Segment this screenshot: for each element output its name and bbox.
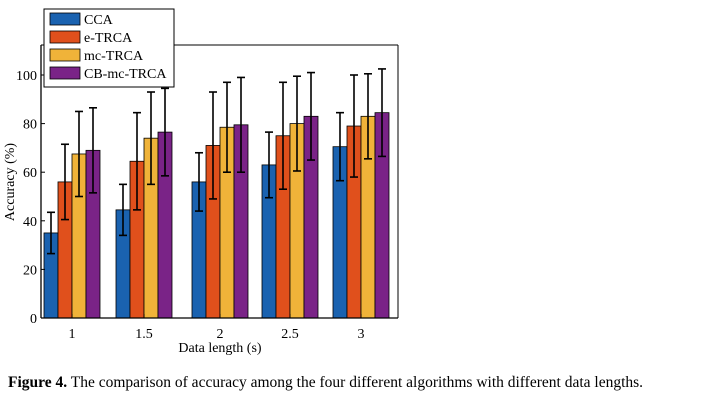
error-bar-cb-mc-trca-3 <box>378 68 386 158</box>
y-tick-label-0: 0 <box>30 312 37 327</box>
legend-label-mc-trca: mc-TRCA <box>84 49 144 64</box>
x-tick-label-2.5: 2.5 <box>281 327 299 342</box>
error-bar-cb-mc-trca-1 <box>89 107 97 194</box>
y-axis-label: Accuracy (%) <box>3 143 18 221</box>
y-tick-label-60: 60 <box>23 166 37 181</box>
legend-label-cb-mc-trca: CB-mc-TRCA <box>84 67 167 82</box>
error-bar-e-trca-1.5 <box>133 111 141 211</box>
y-tick-label-100: 100 <box>16 69 37 84</box>
error-bar-e-trca-2 <box>209 91 217 200</box>
y-tick-label-20: 20 <box>23 263 37 278</box>
legend-label-cca: CCA <box>84 13 114 28</box>
error-bar-cca-1.5 <box>119 183 127 237</box>
error-bars-layer <box>47 68 386 255</box>
x-tick-label-1: 1 <box>69 327 76 342</box>
x-tick-label-2: 2 <box>217 327 224 342</box>
x-tick-label-3: 3 <box>358 327 365 342</box>
legend-label-e-trca: e-TRCA <box>84 31 133 46</box>
caption-text: The comparison of accuracy among the fou… <box>70 374 644 391</box>
y-tick-label-40: 40 <box>23 215 37 230</box>
y-ticks: 0 20 40 60 80 100 <box>16 69 45 327</box>
figure-caption: Figure 4. The comparison of accuracy amo… <box>8 374 720 392</box>
x-tick-label-1.5: 1.5 <box>135 327 153 342</box>
error-bar-e-trca-3 <box>350 74 358 178</box>
accuracy-bar-chart: 0 20 40 60 80 100 1 1.5 2 2.5 3 Data length (s) A… <box>3 8 399 356</box>
bars-layer <box>43 112 390 319</box>
y-tick-label-80: 80 <box>23 118 37 133</box>
x-axis-label: Data length (s) <box>178 341 262 356</box>
legend: CCA e-TRCA mc-TRCA CB-mc-TRCA <box>43 8 175 88</box>
error-bar-cca-2.5 <box>265 131 273 199</box>
error-bar-mc-trca-1 <box>75 110 83 198</box>
error-bar-mc-trca-2.5 <box>293 75 301 172</box>
error-bar-mc-trca-2 <box>223 81 231 173</box>
x-ticks: 1 1.5 2 2.5 3 <box>69 314 365 342</box>
error-bar-cb-mc-trca-2.5 <box>307 71 315 161</box>
error-bar-mc-trca-1.5 <box>147 91 155 186</box>
error-bar-cb-mc-trca-2 <box>237 76 245 173</box>
legend-swatch-e-trca <box>49 30 81 44</box>
error-bar-cca-1 <box>47 211 55 255</box>
legend-swatch-mc-trca <box>49 48 81 62</box>
legend-swatch-cca <box>49 12 81 26</box>
error-bar-e-trca-2.5 <box>279 81 287 191</box>
legend-swatch-cb-mc-trca <box>49 66 81 80</box>
error-bar-cca-2 <box>195 151 203 212</box>
error-bar-cca-3 <box>336 111 344 182</box>
error-bar-cb-mc-trca-1.5 <box>161 87 169 177</box>
caption-label: Figure 4. <box>8 374 68 391</box>
error-bar-mc-trca-3 <box>364 72 372 160</box>
error-bar-e-trca-1 <box>61 143 69 221</box>
